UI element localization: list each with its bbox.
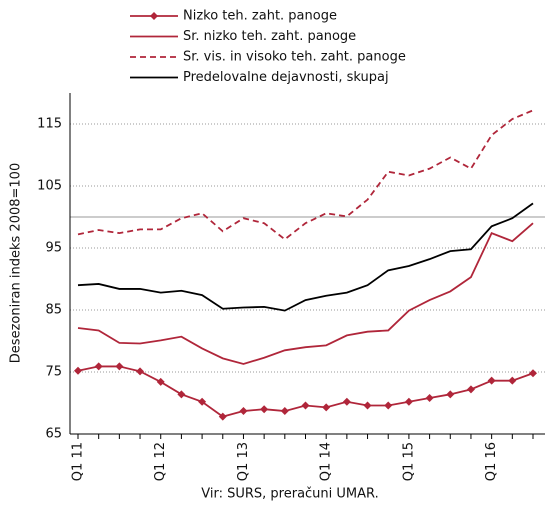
x-tick-label: Q1 13 <box>236 442 251 481</box>
point <box>198 397 207 406</box>
x-tick-label: Q1 12 <box>153 442 168 481</box>
point <box>136 367 145 376</box>
y-tick-label: 75 <box>45 365 62 380</box>
point <box>404 397 413 406</box>
point <box>177 390 186 399</box>
x-tick-label: Q1 11 <box>71 442 86 481</box>
x-tick-label: Q1 16 <box>484 442 499 481</box>
point <box>94 362 103 371</box>
point <box>508 376 517 385</box>
legend-marker <box>150 12 158 20</box>
point <box>466 385 475 394</box>
point <box>239 407 248 416</box>
point <box>218 412 227 421</box>
x-tick-label: Q1 15 <box>401 442 416 481</box>
point <box>74 366 82 375</box>
point <box>322 403 331 412</box>
point <box>425 394 434 403</box>
y-tick-label: 85 <box>45 303 62 318</box>
x-tick-label: Q1 14 <box>319 442 334 481</box>
legend-label: Sr. nizko teh. zaht. panoge <box>183 29 356 44</box>
legend-label: Predelovalne dejavnosti, skupaj <box>183 70 389 85</box>
point <box>384 401 393 410</box>
y-axis-label: Desezoniran indeks 2008=100 <box>9 163 24 363</box>
point <box>301 401 310 410</box>
y-tick-label: 115 <box>37 117 62 132</box>
y-tick-label: 65 <box>45 427 62 442</box>
series-line <box>77 109 534 241</box>
y-tick-label: 95 <box>45 241 62 256</box>
point <box>280 407 289 416</box>
series-line <box>77 222 534 365</box>
point <box>529 369 537 378</box>
point <box>363 401 372 410</box>
y-tick-label: 105 <box>37 179 62 194</box>
series-line <box>77 202 534 312</box>
source: Vir: SURS, preračuni UMAR. <box>201 487 378 502</box>
point <box>156 377 165 386</box>
point <box>446 390 455 399</box>
point <box>342 397 351 406</box>
point <box>115 362 124 371</box>
point <box>487 376 496 385</box>
legend-label: Sr. vis. in visoko teh. zaht. panoge <box>183 50 406 65</box>
legend-label: Nizko teh. zaht. panoge <box>183 9 337 24</box>
point <box>260 405 269 414</box>
